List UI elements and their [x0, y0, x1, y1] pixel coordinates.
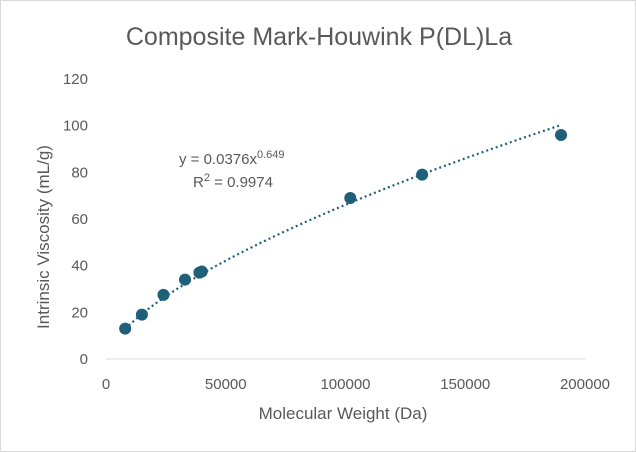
trendline-equation-base: y = 0.0376x — [179, 151, 257, 168]
data-point — [416, 168, 429, 181]
y-tick-label: 60 — [71, 211, 88, 228]
data-point — [157, 288, 170, 301]
x-tick-label: 50000 — [205, 376, 247, 393]
trendline-equation-exponent: 0.649 — [257, 149, 285, 161]
y-tick-label: 100 — [63, 118, 88, 135]
x-tick-label: 150000 — [440, 376, 490, 393]
y-tick-label: 80 — [71, 164, 88, 181]
x-tick-label: 100000 — [320, 376, 370, 393]
y-tick-label: 0 — [80, 351, 88, 368]
data-point — [119, 322, 132, 335]
x-tick-label: 0 — [102, 376, 110, 393]
data-points — [119, 129, 568, 335]
x-tick-label: 200000 — [560, 376, 610, 393]
y-tick-label: 20 — [71, 304, 88, 321]
x-axis-label: Molecular Weight (Da) — [259, 404, 428, 423]
y-axis-label: Intrinsic Viscosity (mL/g) — [34, 145, 53, 329]
y-tick-label: 40 — [71, 258, 88, 275]
y-tick-label: 120 — [63, 71, 88, 88]
chart-title: Composite Mark-Houwink P(DL)La — [126, 23, 512, 51]
y-tick-labels: 0 20 40 60 80 100 120 — [63, 71, 88, 368]
r-squared-exponent: 2 — [204, 172, 210, 184]
data-point — [555, 129, 568, 141]
data-point — [195, 265, 208, 278]
trendline-equation: y = 0.0376x0.649 — [179, 149, 285, 168]
data-point — [344, 192, 357, 204]
data-point — [135, 308, 148, 321]
x-tick-labels: 0 50000 100000 150000 200000 — [102, 376, 610, 393]
r-squared-label: R2 = 0.9974 — [193, 172, 273, 191]
r-squared-base: R — [193, 174, 204, 191]
r-squared-value: = 0.9974 — [210, 174, 273, 191]
data-point — [179, 273, 192, 286]
